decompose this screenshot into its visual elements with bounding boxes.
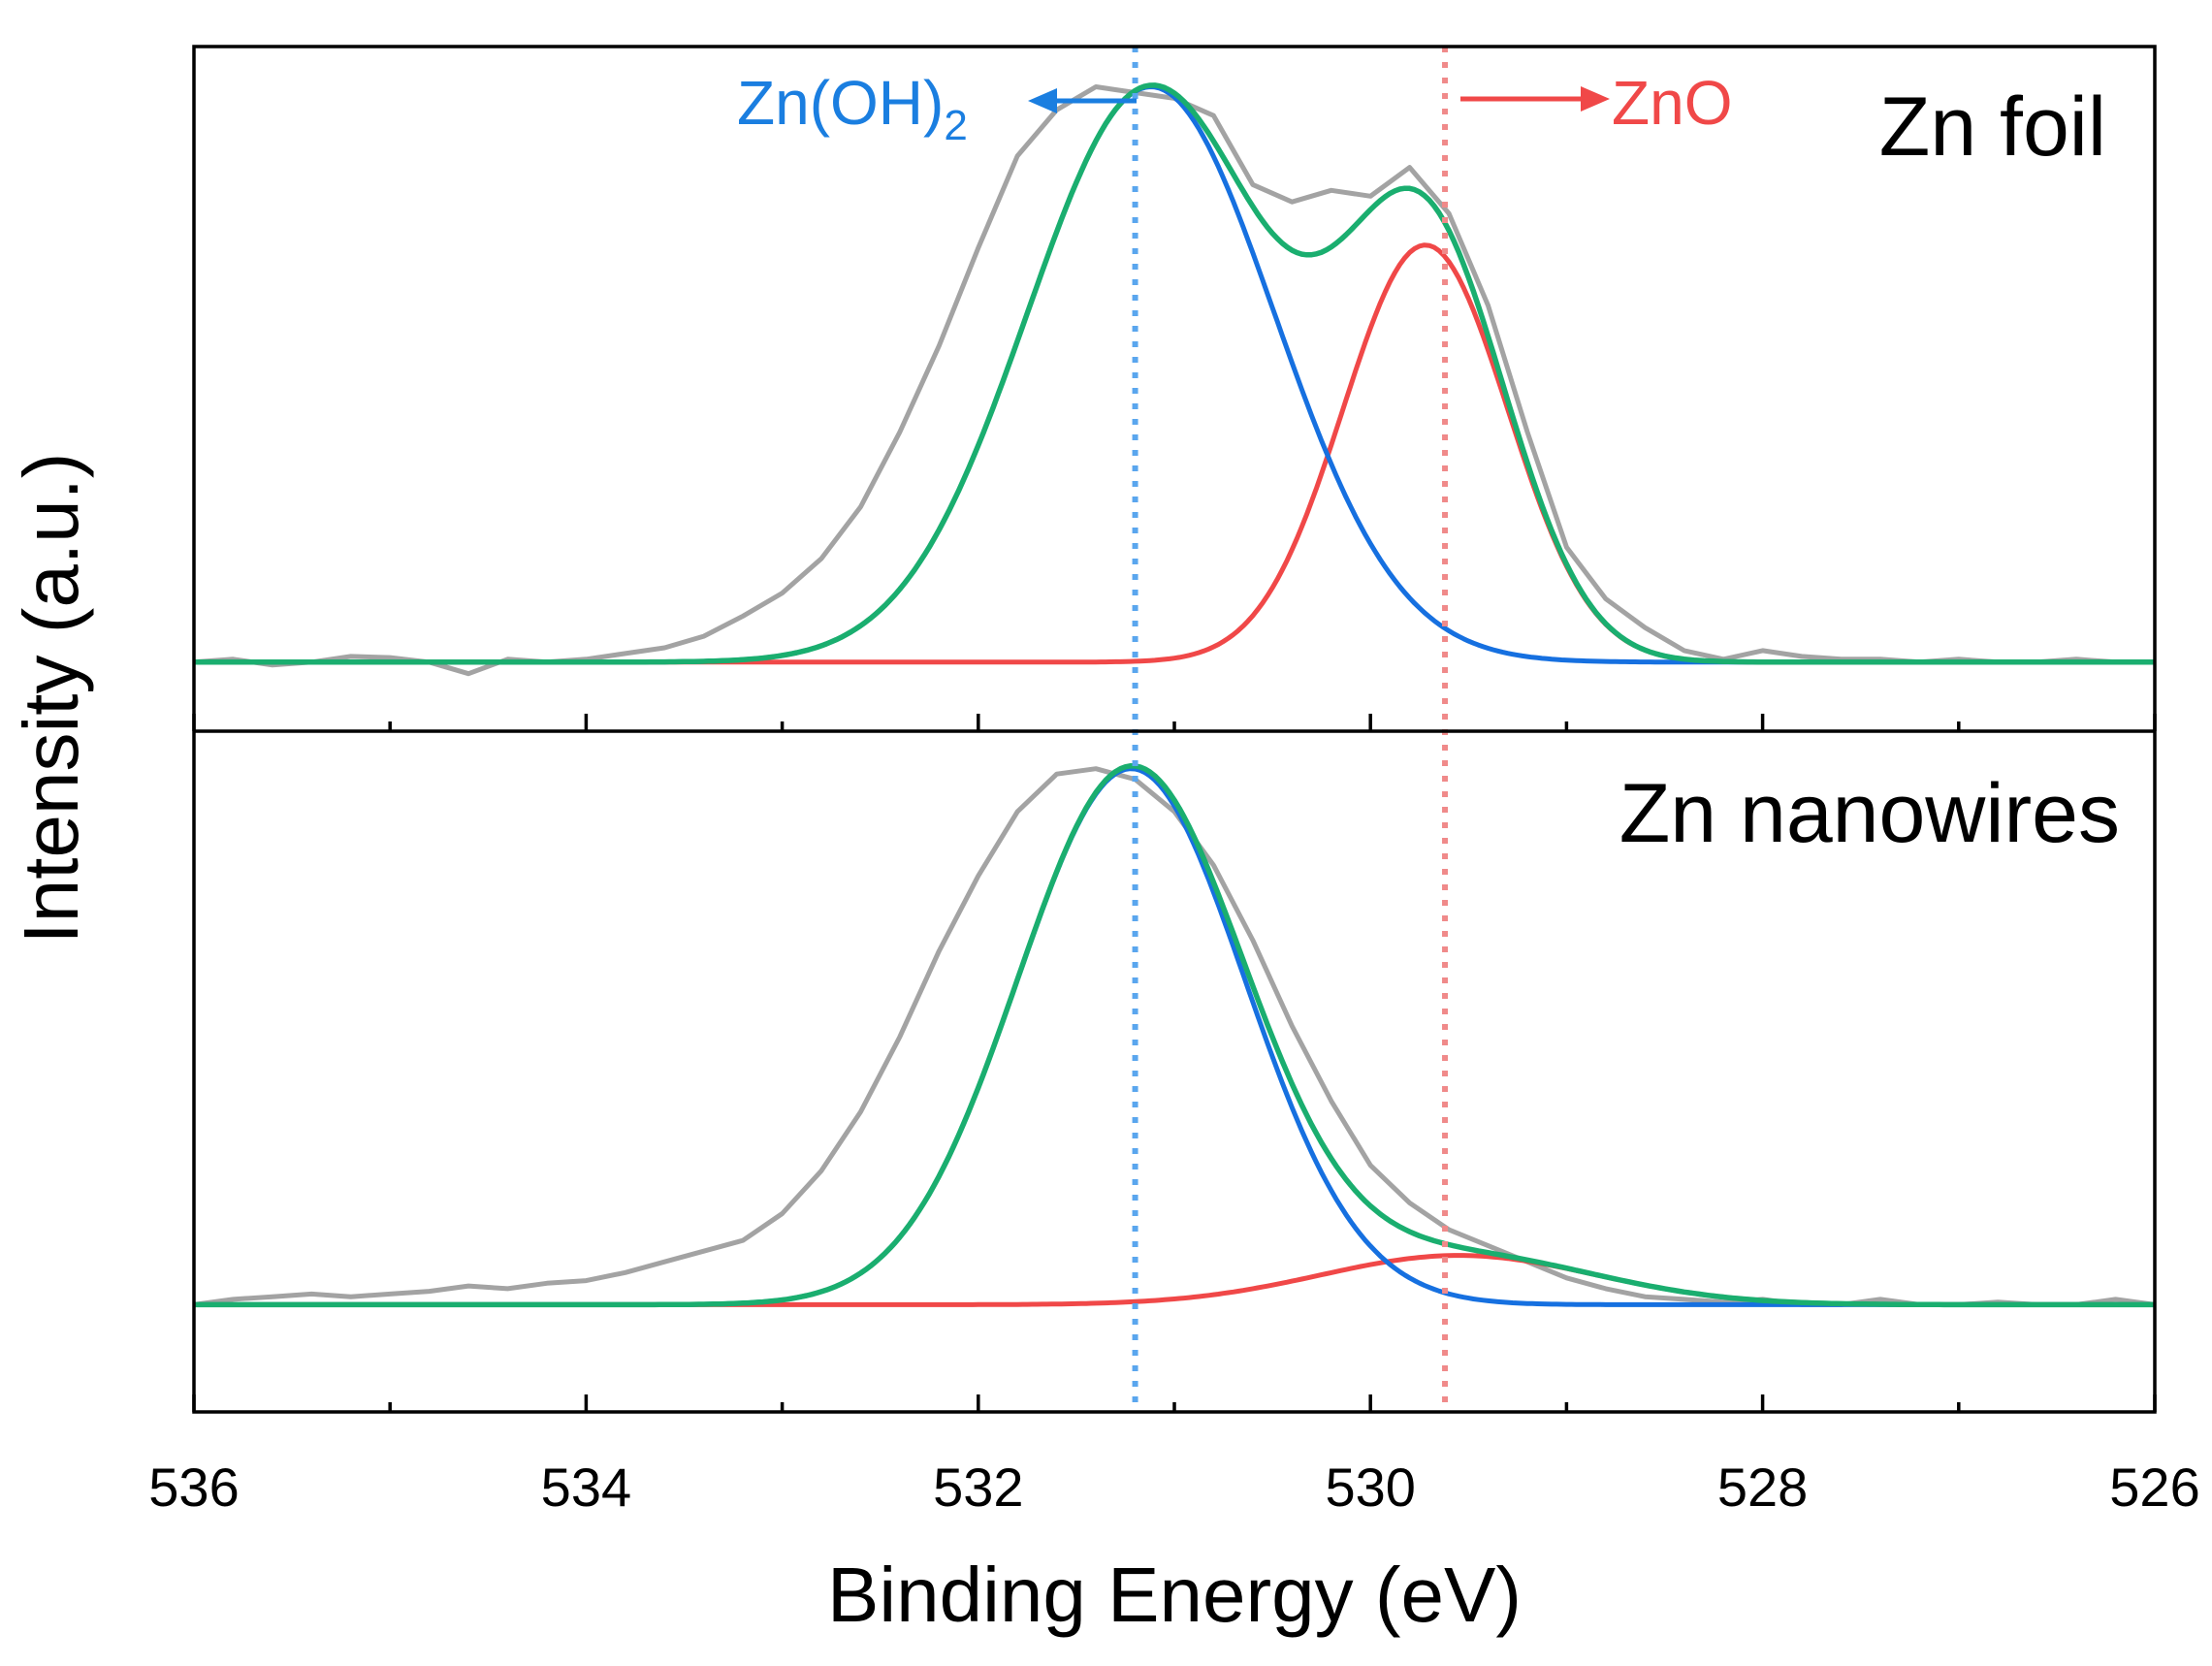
annotation-zn-oh2: Zn(OH)2	[737, 68, 968, 149]
x-ticks	[192, 714, 2157, 1412]
reference-lines	[1132, 47, 1449, 1412]
arrow-left-icon	[1028, 88, 1137, 113]
x-tick-labels: 536 534 532 530 528 526	[148, 1457, 2199, 1518]
annotation-zn-oh2-text: Zn(OH)	[737, 68, 944, 138]
annotation-zn-oh2-subscript: 2	[944, 102, 967, 149]
x-tick-label-528: 528	[1717, 1457, 1808, 1518]
x-axis-label: Binding Energy (eV)	[827, 1552, 1522, 1638]
envelope-fit-line-zn-nanowires	[194, 763, 2155, 1308]
zno-arrow-head	[1581, 86, 1610, 112]
panel-zn-nanowires	[193, 763, 2156, 1308]
x-tick-label-530: 530	[1325, 1457, 1415, 1518]
panel-label-zn-foil: Zn foil	[1879, 80, 2106, 174]
x-tick-label-526: 526	[2109, 1457, 2199, 1518]
panel-label-zn-nanowires: Zn nanowires	[1619, 767, 2120, 860]
y-axis-label: Intensity (a.u.)	[8, 453, 94, 945]
x-tick-label-532: 532	[933, 1457, 1023, 1518]
arrow-right-icon	[1460, 86, 1610, 112]
x-tick-label-536: 536	[148, 1457, 239, 1518]
zn-oh2-arrow-head	[1028, 88, 1057, 113]
annotation-zno: ZnO	[1612, 68, 1732, 138]
x-tick-label-534: 534	[541, 1457, 631, 1518]
panel-zn-foil	[193, 82, 2155, 677]
envelope-fit-line-zn-foil	[194, 82, 2155, 665]
